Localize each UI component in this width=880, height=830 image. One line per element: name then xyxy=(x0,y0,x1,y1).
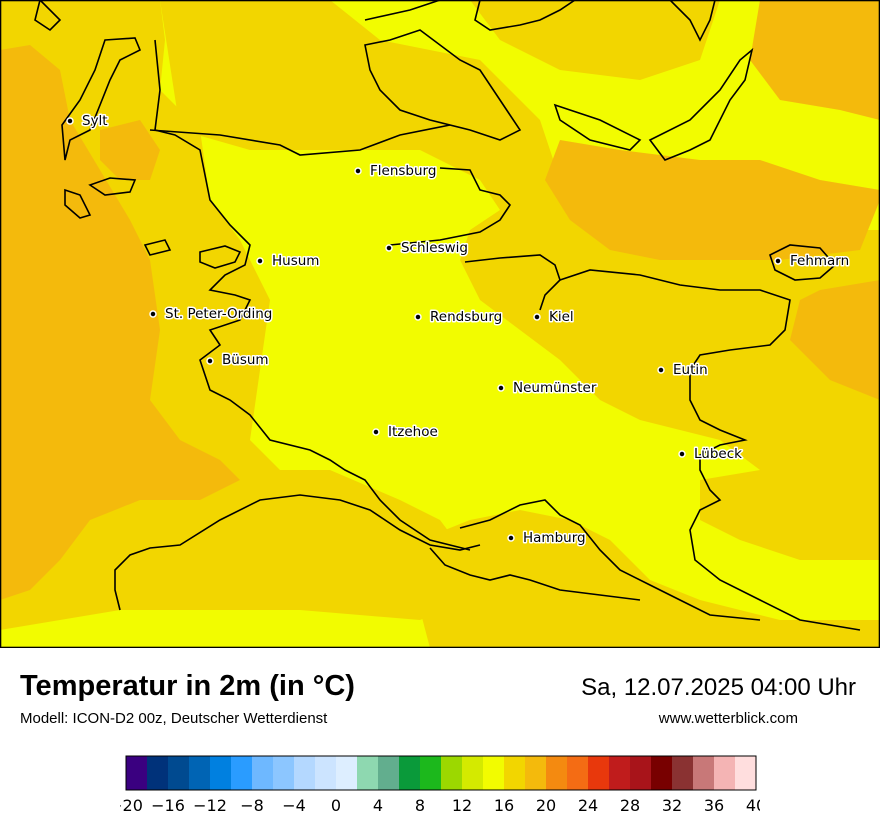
legend-tick-label: 28 xyxy=(620,796,640,815)
legend-tick-label: 8 xyxy=(415,796,425,815)
legend-swatch xyxy=(483,756,505,790)
legend-tick-label: 36 xyxy=(704,796,724,815)
model-info: Modell: ICON-D2 00z, Deutscher Wetterdie… xyxy=(20,710,328,727)
coastlines xyxy=(0,0,880,648)
legend-swatch xyxy=(336,756,358,790)
city-label: Husum xyxy=(272,253,319,269)
legend-swatch xyxy=(441,756,463,790)
city-rendsburg: Rendsburg xyxy=(414,308,504,327)
city-schleswig: Schleswig xyxy=(385,239,470,258)
city-label: Rendsburg xyxy=(430,309,502,325)
legend-swatch xyxy=(672,756,694,790)
legend-tick-label: 12 xyxy=(452,796,472,815)
forecast-datetime: Sa, 12.07.2025 04:00 Uhr xyxy=(581,674,856,701)
city-label: Kiel xyxy=(549,309,574,325)
legend-border xyxy=(125,755,757,791)
city-label: Schleswig xyxy=(401,240,468,256)
city-label: Flensburg xyxy=(370,163,436,179)
legend-tick-label: 4 xyxy=(373,796,383,815)
legend-swatch xyxy=(357,756,379,790)
city-st-peter-ording: St. Peter-Ording xyxy=(149,305,274,324)
legend-swatch xyxy=(546,756,568,790)
city-eutin: Eutin xyxy=(657,361,709,380)
city-sylt: Sylt xyxy=(66,112,109,131)
website-url: www.wetterblick.com xyxy=(658,710,798,727)
city-luebeck: Lübeck xyxy=(678,445,744,464)
city-neumuenster: Neumünster xyxy=(497,379,598,398)
legend-tick-label: −16 xyxy=(151,796,185,815)
legend-swatch xyxy=(420,756,442,790)
legend-tick-label: 0 xyxy=(331,796,341,815)
city-label: St. Peter-Ording xyxy=(165,306,272,322)
city-label: Lübeck xyxy=(694,446,742,462)
legend-tick-label: 20 xyxy=(536,796,556,815)
legend-swatch xyxy=(525,756,547,790)
city-buesum: Büsum xyxy=(206,351,270,370)
city-label: Itzehoe xyxy=(388,424,438,440)
legend-tick-label: −12 xyxy=(193,796,227,815)
legend-swatch xyxy=(231,756,253,790)
legend-swatch xyxy=(189,756,211,790)
legend-swatch xyxy=(714,756,736,790)
legend-swatch xyxy=(294,756,316,790)
legend-swatch xyxy=(735,756,757,790)
map-canvas: Sylt Flensburg Schleswig Husum St. Peter… xyxy=(0,0,880,648)
city-label: Büsum xyxy=(222,352,269,368)
legend-swatch xyxy=(588,756,610,790)
legend-swatch xyxy=(651,756,673,790)
legend-tick-label: −20 xyxy=(120,796,143,815)
legend-tick-label: 40 xyxy=(746,796,760,815)
city-label: Neumünster xyxy=(513,380,597,396)
field-18-20 xyxy=(0,0,880,600)
legend-swatch xyxy=(630,756,652,790)
city-label: Sylt xyxy=(82,113,108,129)
legend-swatch xyxy=(693,756,715,790)
map-title: Temperatur in 2m (in °C) xyxy=(20,670,355,702)
legend-swatch xyxy=(504,756,526,790)
legend-swatch xyxy=(609,756,631,790)
legend-swatch xyxy=(399,756,421,790)
legend-swatch xyxy=(567,756,589,790)
city-flensburg: Flensburg xyxy=(354,162,438,181)
city-husum: Husum xyxy=(256,252,321,271)
legend-swatch xyxy=(126,756,148,790)
legend-tick-label: 24 xyxy=(578,796,598,815)
legend-swatch xyxy=(462,756,484,790)
legend-svg: −20 −16 −12 −8 −4 0 4 8 12 16 20 24 28 32 36 40 xyxy=(109,755,766,815)
city-label: Hamburg xyxy=(523,530,586,546)
legend-tick-label: 16 xyxy=(494,796,514,815)
legend-tick-label: 32 xyxy=(662,796,682,815)
color-legend: −20 −16 −12 −8 −4 0 4 8 12 16 20 24 28 32 36 40 xyxy=(109,752,766,822)
city-itzehoe: Itzehoe xyxy=(372,423,439,442)
legend-swatch xyxy=(252,756,274,790)
legend-swatch xyxy=(273,756,295,790)
city-hamburg: Hamburg xyxy=(507,529,587,548)
legend-swatch xyxy=(315,756,337,790)
city-fehmarn: Fehmarn xyxy=(774,252,851,271)
legend-swatch xyxy=(378,756,400,790)
legend-swatch xyxy=(168,756,190,790)
legend-swatch xyxy=(210,756,232,790)
legend-tick-label: −8 xyxy=(240,796,264,815)
city-kiel: Kiel xyxy=(533,308,575,327)
legend-swatch xyxy=(147,756,169,790)
city-label: Fehmarn xyxy=(790,253,849,269)
city-markers: Sylt Flensburg Schleswig Husum St. Peter… xyxy=(66,112,851,548)
city-label: Eutin xyxy=(673,362,708,378)
legend-tick-label: −4 xyxy=(282,796,306,815)
temperature-map: Sylt Flensburg Schleswig Husum St. Peter… xyxy=(0,0,880,648)
